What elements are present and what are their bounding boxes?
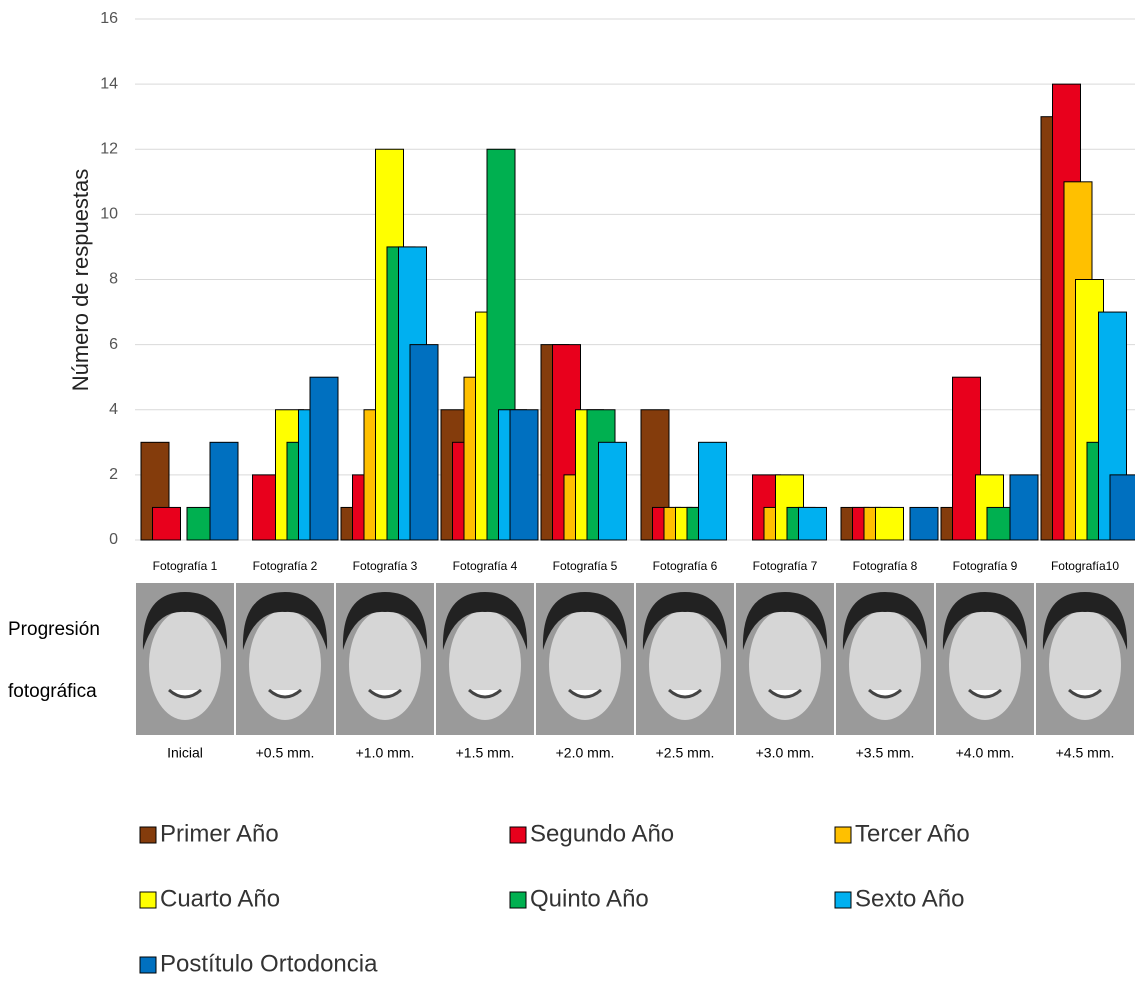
legend-swatch — [509, 891, 527, 909]
bar — [209, 441, 239, 541]
photo-face — [949, 610, 1021, 720]
x-tick-label: Fotografía10 — [1051, 559, 1119, 573]
photo-face — [249, 610, 321, 720]
photo-hair — [542, 592, 628, 650]
photo-caption: Progresión — [8, 619, 100, 640]
bar — [1009, 474, 1039, 541]
y-tick-label: 14 — [100, 75, 118, 92]
photo-label: +2.5 mm. — [656, 745, 715, 761]
photo-label: +3.5 mm. — [856, 745, 915, 761]
photo-face — [549, 610, 621, 720]
x-tick-label: Fotografía 5 — [553, 559, 618, 573]
y-tick-label: 6 — [109, 336, 118, 353]
x-tick-label: Fotografía 3 — [353, 559, 418, 573]
y-tick-label: 4 — [109, 401, 118, 418]
photo-caption: fotográfica — [8, 681, 97, 702]
photo-label: +0.5 mm. — [256, 745, 315, 761]
bar — [152, 506, 181, 541]
bar — [909, 506, 939, 541]
photo-face — [449, 610, 521, 720]
photo-smile — [268, 688, 302, 699]
legend-swatch — [509, 826, 527, 844]
y-axis-label: Número de respuestas — [68, 169, 93, 392]
photo-label: +4.5 mm. — [1056, 745, 1115, 761]
legend-label: Cuarto Año — [160, 885, 280, 912]
photo-smile — [668, 688, 702, 699]
legend-label: Primer Año — [160, 820, 279, 847]
x-tick-label: Fotografía 6 — [653, 559, 718, 573]
legend-label: Sexto Año — [855, 885, 964, 912]
photo-label: Inicial — [167, 745, 203, 761]
bar — [309, 376, 339, 541]
photo-label: +1.5 mm. — [456, 745, 515, 761]
y-tick-label: 12 — [100, 140, 118, 157]
photo-face — [749, 610, 821, 720]
y-tick-label: 16 — [100, 10, 118, 27]
x-tick-label: Fotografía 7 — [753, 559, 818, 573]
legend-label: Postítulo Ortodoncia — [160, 950, 378, 977]
photo-hair — [642, 592, 728, 650]
bar — [409, 344, 439, 541]
legend-swatch — [834, 891, 852, 909]
x-tick-label: Fotografía 8 — [853, 559, 918, 573]
y-tick-label: 8 — [109, 271, 118, 288]
x-tick-label: Fotografía 2 — [253, 559, 318, 573]
photo-hair — [942, 592, 1028, 650]
photo-label: +2.0 mm. — [556, 745, 615, 761]
y-tick-label: 2 — [109, 466, 118, 483]
x-tick-label: Fotografía 1 — [153, 559, 218, 573]
bar — [598, 441, 627, 541]
photo-face — [149, 610, 221, 720]
photo-hair — [842, 592, 928, 650]
y-tick-label: 0 — [109, 531, 118, 548]
photo-smile — [468, 688, 502, 699]
legend-label: Segundo Año — [530, 820, 674, 847]
legend-label: Tercer Año — [855, 820, 970, 847]
legend-label: Quinto Año — [530, 885, 649, 912]
bar — [698, 441, 727, 541]
bar — [509, 409, 539, 541]
photo-smile — [368, 688, 402, 699]
photo-face — [649, 610, 721, 720]
legend-swatch — [834, 826, 852, 844]
photo-label: +4.0 mm. — [956, 745, 1015, 761]
photo-hair — [242, 592, 328, 650]
bar — [1109, 474, 1135, 541]
photo-hair — [1042, 592, 1128, 650]
y-tick-label: 10 — [100, 206, 118, 223]
photo-smile — [568, 688, 602, 699]
legend-swatch — [139, 891, 157, 909]
photo-face — [849, 610, 921, 720]
photo-hair — [142, 592, 228, 650]
photo-hair — [442, 592, 528, 650]
photo-smile — [768, 688, 802, 699]
photo-hair — [342, 592, 428, 650]
photo-hair — [742, 592, 828, 650]
photo-smile — [968, 688, 1002, 699]
legend-swatch — [139, 826, 157, 844]
x-tick-label: Fotografía 4 — [453, 559, 518, 573]
bar — [875, 506, 904, 541]
legend-swatch — [139, 956, 157, 974]
bar — [798, 506, 827, 541]
photo-face — [1049, 610, 1121, 720]
photo-label: +3.0 mm. — [756, 745, 815, 761]
x-tick-label: Fotografía 9 — [953, 559, 1018, 573]
photo-smile — [868, 688, 902, 699]
photo-label: +1.0 mm. — [356, 745, 415, 761]
photo-smile — [168, 688, 202, 699]
photo-face — [349, 610, 421, 720]
photo-smile — [1068, 688, 1102, 699]
